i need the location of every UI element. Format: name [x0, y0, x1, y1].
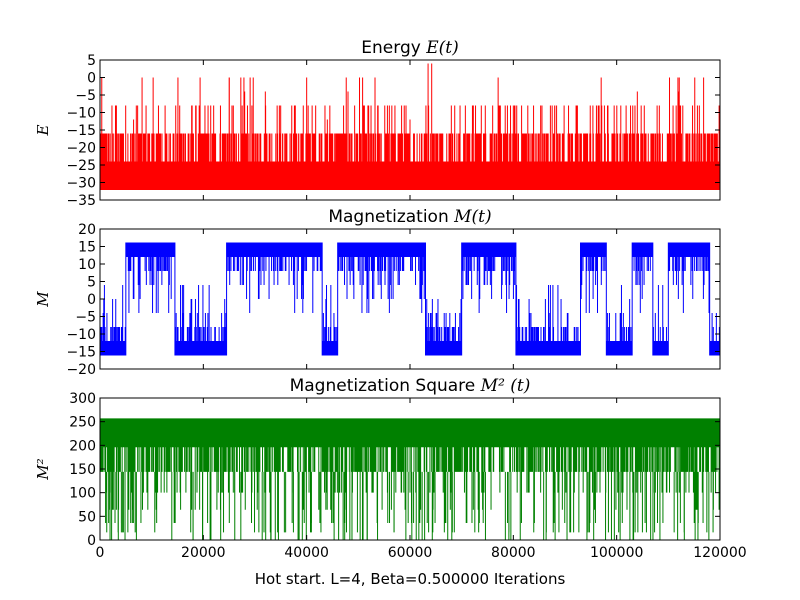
y-tick-label: 300 — [69, 391, 96, 407]
y-tick-label: 5 — [87, 275, 96, 291]
y-tick-label: −5 — [75, 88, 96, 104]
y-tick-label: −20 — [66, 141, 96, 157]
y-tick-label: −10 — [66, 327, 96, 343]
y-tick-label: −10 — [66, 106, 96, 122]
subplot-title: Magnetization Square M² (t) — [290, 376, 531, 396]
x-axis-label: Hot start. L=4, Beta=0.500000 Iterations — [255, 570, 566, 588]
x-tick-label: 60000 — [388, 545, 433, 561]
y-axis-label: E — [34, 124, 52, 136]
x-tick-label: 100000 — [590, 545, 643, 561]
y-tick-label: 50 — [78, 509, 96, 525]
y-tick-label: −25 — [66, 158, 96, 174]
subplot-3: 300 250 200 150 100 50 00 20000 40000 60000 80000 1… — [34, 376, 747, 561]
y-tick-label: 20 — [78, 222, 96, 238]
y-tick-label: −5 — [75, 310, 96, 326]
y-tick-label: 5 — [87, 53, 96, 69]
subplot-title: Magnetization M(t) — [328, 207, 491, 227]
x-tick-label: 120000 — [693, 545, 746, 561]
y-tick-label: −30 — [66, 176, 96, 192]
y-tick-label: −20 — [66, 362, 96, 378]
y-tick-label: 0 — [87, 533, 96, 549]
series-line — [100, 242, 720, 356]
x-tick-label: 40000 — [284, 545, 329, 561]
subplot-title: Energy E(t) — [361, 38, 458, 58]
y-axis-label: M — [34, 291, 52, 308]
x-tick-label: 80000 — [491, 545, 536, 561]
y-tick-label: −15 — [66, 345, 96, 361]
y-tick-label: 150 — [69, 462, 96, 478]
y-tick-label: 250 — [69, 415, 96, 431]
y-tick-label: 0 — [87, 71, 96, 87]
y-tick-label: −15 — [66, 123, 96, 139]
y-tick-label: 0 — [87, 292, 96, 308]
y-tick-label: −35 — [66, 193, 96, 209]
subplot-1: 5 0−5 −10−15 −20−25 −30−35 Energy E(t) E — [34, 38, 721, 209]
y-tick-label: 100 — [69, 486, 96, 502]
y-tick-label: 200 — [69, 438, 96, 454]
y-tick-label: 15 — [78, 240, 96, 256]
series-line — [100, 63, 720, 190]
y-tick-label: 10 — [78, 257, 96, 273]
y-axis-label: M² — [34, 458, 52, 480]
series-line — [100, 418, 720, 540]
x-tick-label: 20000 — [181, 545, 226, 561]
x-tick-label: 0 — [96, 545, 105, 561]
